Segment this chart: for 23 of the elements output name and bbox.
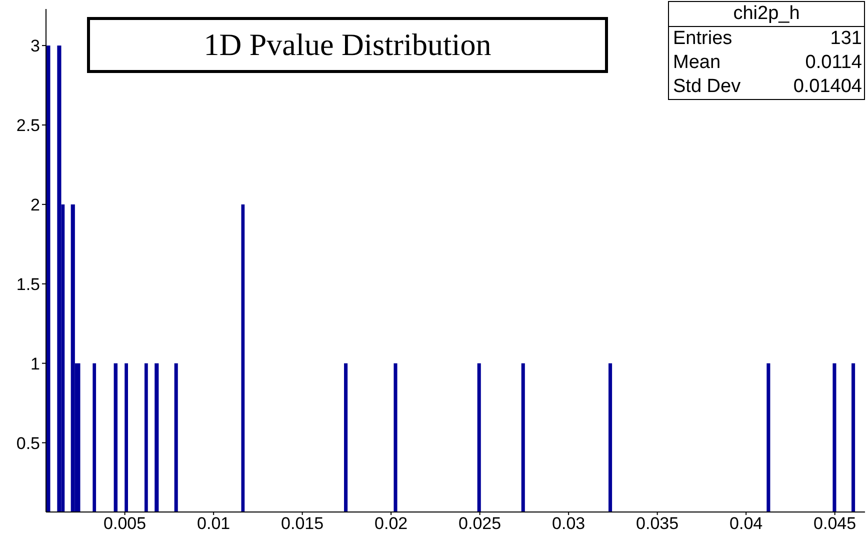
- x-tick-label: 0.045: [814, 514, 856, 534]
- x-tick-label: 0.015: [281, 514, 324, 534]
- x-tick-label: 0.025: [458, 514, 502, 534]
- title-box: 1D Pvalue Distribution: [87, 17, 608, 73]
- annotation: Std Dev: [673, 75, 741, 99]
- annotation: Mean: [673, 51, 721, 75]
- annotation: Entries: [673, 27, 732, 51]
- annotation: chi2p_h: [669, 2, 864, 27]
- y-tick-label: 0.5: [16, 434, 40, 453]
- annotation: 0.0114: [805, 51, 862, 75]
- x-tick-label: 0.03: [552, 514, 586, 534]
- y-tick-label: 3: [30, 36, 40, 56]
- y-tick-label: 2.5: [16, 116, 40, 136]
- y-tick-label: 1: [30, 354, 40, 374]
- y-tick-label: 2: [30, 195, 40, 214]
- annotation: 0.01404: [793, 75, 862, 99]
- x-tick-label: 0.01: [197, 514, 230, 534]
- x-tick-label: 0.035: [636, 514, 679, 534]
- x-tick-label: 0.04: [730, 514, 763, 534]
- x-tick-label: 0.02: [374, 514, 408, 534]
- x-tick-label: 0.005: [104, 514, 146, 534]
- annotation: 131: [830, 27, 862, 51]
- y-tick-label: 1.5: [16, 274, 40, 294]
